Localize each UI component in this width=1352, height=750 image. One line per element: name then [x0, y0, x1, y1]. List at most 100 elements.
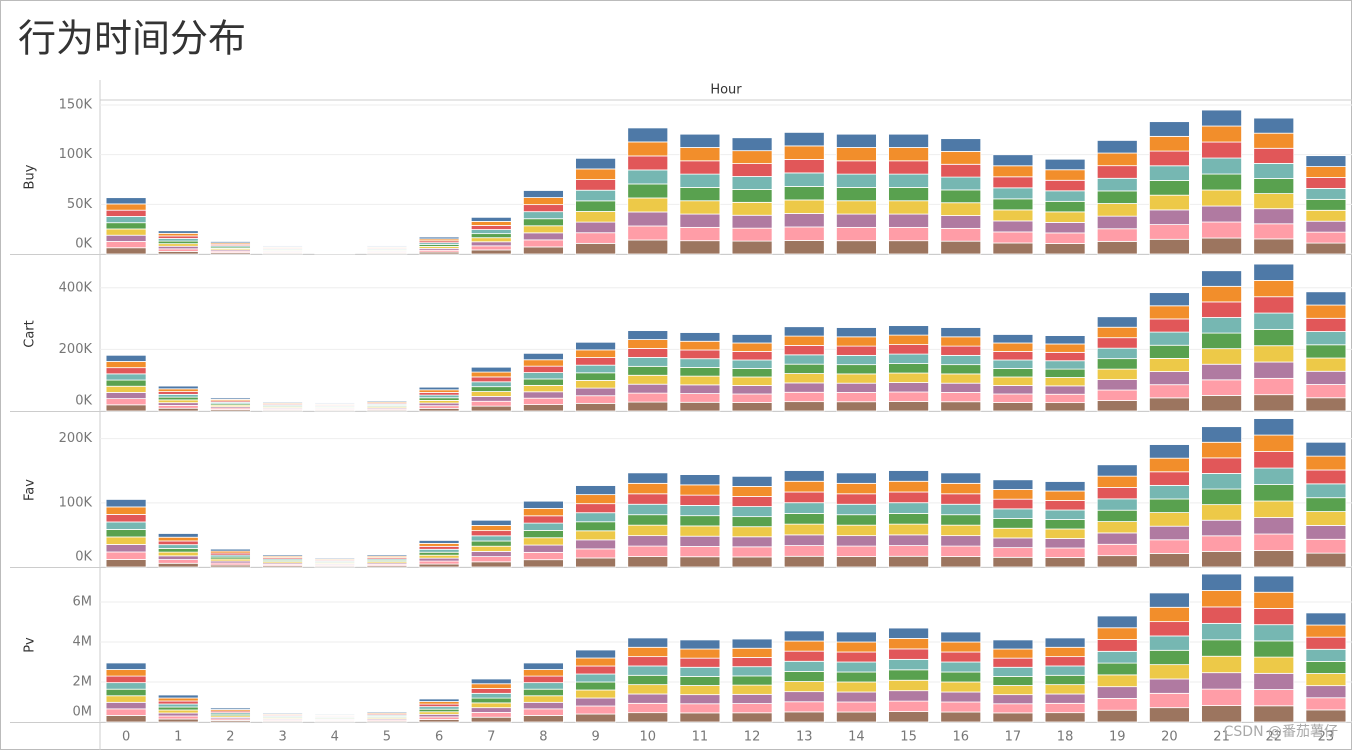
bar-segment	[470, 376, 512, 383]
bar-segment	[1253, 591, 1295, 609]
bar-segment	[783, 534, 825, 546]
bar-segment	[470, 245, 512, 251]
bar-segment	[940, 227, 982, 242]
bar-segment	[470, 683, 512, 689]
bar-segment	[1253, 117, 1295, 134]
bar-segment	[1096, 615, 1138, 629]
bar-segment	[470, 525, 512, 532]
bar-segment	[940, 524, 982, 537]
x-tick-label: 13	[796, 730, 813, 745]
bar-segment	[314, 246, 356, 249]
bar-segment	[1044, 674, 1086, 686]
bar-segment	[1044, 684, 1086, 695]
bar-segment	[1044, 547, 1086, 558]
bar-segment	[1044, 385, 1086, 395]
bar-segment	[1305, 317, 1347, 332]
bar-segment	[105, 715, 147, 723]
bar-segment	[262, 401, 303, 404]
bar-segment	[157, 407, 199, 412]
bar-segment	[627, 493, 669, 505]
bar-segment	[940, 556, 982, 568]
bar-segment	[523, 544, 564, 553]
bar-segment	[1096, 532, 1138, 545]
y-tick-label: 0K	[75, 394, 92, 409]
bar-segment	[575, 211, 616, 223]
bar-segment	[992, 242, 1034, 255]
bar-segment	[679, 712, 721, 723]
bar-segment	[523, 537, 564, 546]
bar-segment	[679, 556, 721, 568]
bar-segment	[523, 559, 564, 568]
bar-segment	[783, 513, 825, 525]
bar-segment	[1305, 612, 1347, 626]
bar-segment	[1149, 512, 1190, 527]
bar-segment	[992, 527, 1034, 539]
bar-segment	[1044, 169, 1086, 181]
bar-segment	[470, 237, 512, 243]
bar-segment	[679, 474, 721, 486]
bar-segment	[731, 647, 773, 658]
bar-segment	[210, 707, 251, 710]
bar-segment	[783, 401, 825, 412]
bar-segment	[783, 711, 825, 723]
bar-segment	[523, 239, 564, 248]
bar-segment	[992, 376, 1034, 386]
bar-segment	[888, 147, 929, 162]
bar-segment	[1253, 517, 1295, 535]
bar-segment	[470, 519, 512, 526]
bar-segment	[627, 392, 669, 403]
bar-segment	[992, 220, 1034, 233]
x-tick-label: 23	[1318, 730, 1335, 745]
bar-segment	[836, 482, 877, 495]
bar-segment	[157, 562, 199, 568]
bar-segment	[1149, 397, 1190, 412]
bar-segment	[523, 359, 564, 367]
bar-segment	[1253, 484, 1295, 502]
bar-segment	[575, 681, 616, 691]
bar-segment	[1096, 627, 1138, 640]
bar-segment	[627, 225, 669, 241]
bar-segment	[1096, 674, 1138, 688]
bar-segment	[575, 387, 616, 397]
bar-segment	[888, 545, 929, 557]
bar-segment	[731, 693, 773, 704]
bar-segment	[679, 546, 721, 558]
bar-segment	[1149, 209, 1190, 225]
bar-segment	[627, 684, 669, 695]
bar-segment	[783, 213, 825, 228]
bar-segment	[1253, 608, 1295, 626]
bar-segment	[679, 160, 721, 175]
bar-segment	[105, 234, 147, 242]
bar-segment	[157, 230, 199, 234]
x-tick-label: 11	[692, 730, 709, 745]
x-tick-label: 16	[952, 730, 969, 745]
bar-segment	[1201, 348, 1242, 365]
x-tick-label: 22	[1265, 730, 1282, 745]
bar-segment	[575, 242, 616, 255]
bar-segment	[470, 233, 512, 239]
bar-segment	[940, 202, 982, 216]
bar-segment	[105, 398, 147, 406]
bar-segment	[783, 240, 825, 255]
bar-segment	[470, 707, 512, 713]
bar-segment	[992, 639, 1034, 650]
bar-segment	[940, 336, 982, 347]
bar-segment	[105, 695, 147, 703]
bar-segment	[575, 395, 616, 404]
bar-segment	[1305, 291, 1347, 306]
bar-segment	[992, 402, 1034, 412]
bar-segment	[1253, 575, 1295, 593]
y-axis-title: Cart	[23, 320, 38, 348]
bar-segment	[1044, 481, 1086, 492]
bar-segment	[575, 168, 616, 180]
bar-segment	[575, 673, 616, 683]
bar-segment	[418, 554, 460, 559]
bar-segment	[1096, 521, 1138, 534]
bar-segment	[783, 186, 825, 201]
bar-segment	[627, 545, 669, 557]
bar-segment	[1253, 147, 1295, 164]
bar-segment	[157, 697, 199, 702]
bar-segment	[1044, 509, 1086, 520]
bar-segment	[731, 516, 773, 528]
bar-segment	[836, 392, 877, 403]
